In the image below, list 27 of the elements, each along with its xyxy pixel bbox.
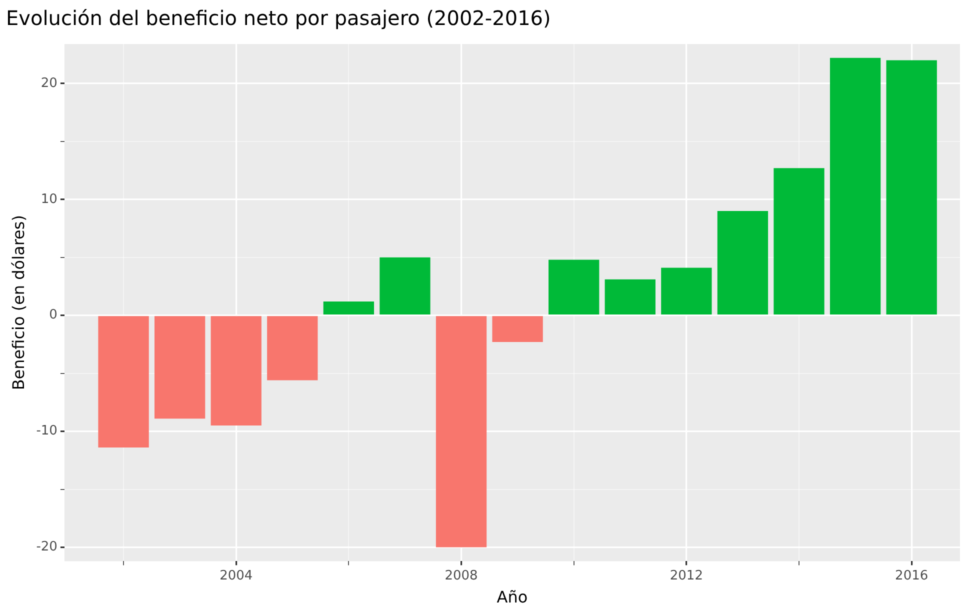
chart-title: Evolución del beneficio neto por pasajero (2002-2016)	[6, 6, 551, 30]
y-tick-label: 0	[49, 308, 58, 323]
bar	[548, 260, 600, 315]
bar	[98, 316, 149, 448]
bar	[717, 210, 768, 315]
y-tick-label: 20	[40, 76, 58, 91]
bar	[380, 257, 430, 315]
bar	[323, 301, 374, 315]
bar	[604, 279, 656, 315]
y-tick-label: 10	[40, 192, 58, 207]
y-tick-label: -10	[36, 424, 58, 439]
bar	[267, 316, 318, 380]
bar	[492, 316, 543, 342]
x-axis-title: Año	[496, 588, 528, 607]
x-tick-label: 2016	[895, 568, 928, 584]
x-tick-label: 2012	[670, 568, 703, 584]
x-tick-label: 2004	[220, 568, 253, 584]
y-axis-title: Beneficio (en dólares)	[8, 215, 28, 390]
bar	[830, 58, 881, 315]
bar	[210, 316, 262, 426]
x-tick-label: 2008	[444, 568, 478, 584]
bar	[774, 168, 824, 315]
bar	[436, 316, 487, 548]
bar	[661, 268, 712, 315]
bar	[886, 60, 937, 315]
y-tick-label: -20	[36, 540, 58, 555]
bar	[154, 316, 206, 419]
